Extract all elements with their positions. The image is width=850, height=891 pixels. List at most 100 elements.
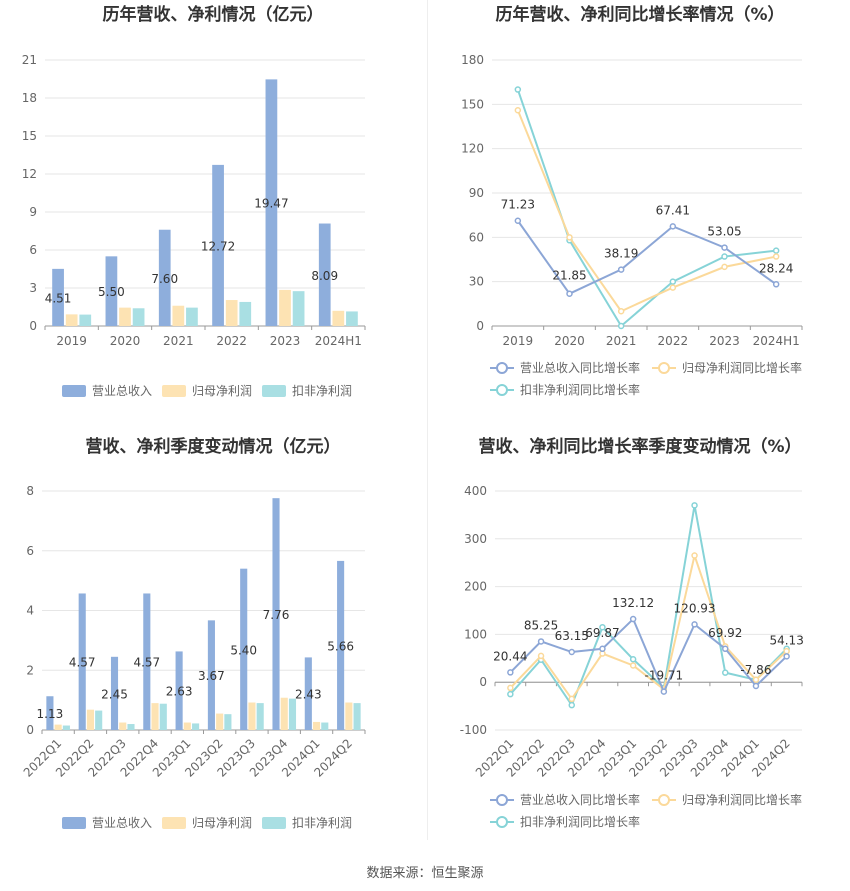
bar-net-profit: [183, 722, 191, 730]
series-point-2: [514, 86, 522, 93]
series-point-1: [629, 662, 637, 669]
line-data-label: -7.86: [740, 663, 771, 677]
line-data-label: 20.44: [493, 649, 527, 663]
series-line-1: [516, 109, 777, 313]
bar-deducted-profit: [95, 710, 103, 730]
y-tick-label: 200: [464, 580, 487, 594]
series-point-2: [772, 247, 780, 254]
series-point-2: [599, 623, 606, 631]
series-point-1: [514, 106, 522, 114]
bar-deducted-profit: [186, 307, 198, 326]
series-point-1: [617, 307, 625, 315]
bar-data-label: 5.66: [327, 639, 354, 653]
bar-deducted-profit: [159, 703, 167, 730]
y-tick-label: 4: [26, 604, 34, 618]
quarterly-growth-rate-chart: 营收、净利同比增长率季度变动情况（%）-10001002003004002022…: [460, 436, 804, 829]
bar-deducted-profit: [79, 314, 92, 326]
legend-swatch-marker: [496, 816, 508, 828]
legend-label: 营业总收入: [92, 816, 152, 830]
line-data-label: -19.71: [645, 669, 684, 683]
series-point-1: [537, 652, 545, 660]
data-source-note: 数据来源：恒生聚源: [366, 866, 484, 881]
bar-revenue: [175, 651, 183, 730]
bar-data-label: 4.57: [69, 656, 96, 670]
bar-data-label: 8.09: [311, 269, 338, 283]
y-tick-label: 6: [29, 243, 37, 257]
y-tick-label: 120: [461, 142, 484, 156]
bar-data-label: 4.57: [133, 656, 160, 670]
line-data-label: 69.87: [585, 626, 619, 640]
legend-swatch: [262, 385, 286, 397]
bar-revenue: [78, 593, 86, 730]
bar-deducted-profit: [62, 725, 70, 730]
series-point-0: [691, 621, 698, 628]
y-tick-label: -100: [460, 723, 487, 737]
legend-label: 扣非净利润: [292, 816, 352, 830]
legend-swatch-marker: [658, 362, 670, 374]
x-tick-label: 2024H1: [315, 334, 362, 348]
bar-deducted-profit: [256, 703, 264, 730]
bar-revenue: [46, 696, 54, 730]
bar-net-profit: [312, 721, 321, 730]
series-point-2: [617, 322, 625, 330]
x-tick-label: 2019: [56, 334, 87, 348]
legend-label: 扣非净利润同比增长率: [520, 382, 640, 397]
y-tick-label: 30: [469, 275, 484, 289]
line-data-label: 28.24: [759, 261, 793, 275]
series-line-0: [517, 220, 777, 295]
legend-swatch-marker: [496, 384, 508, 396]
series-point-0: [507, 669, 514, 676]
legend-label: 归母净利润: [192, 816, 252, 830]
line-data-label: 54.13: [769, 633, 803, 647]
bar-data-label: 19.47: [254, 197, 288, 211]
series-point-0: [669, 223, 677, 230]
series-point-2: [568, 701, 575, 709]
y-tick-label: 100: [464, 627, 487, 641]
legend-label: 归母净利润: [192, 384, 252, 398]
y-tick-label: 2: [26, 663, 34, 677]
x-tick-label: 2023: [270, 334, 301, 348]
vertical-divider: [427, 0, 428, 840]
bar-net-profit: [172, 305, 185, 326]
legend-swatch: [62, 817, 86, 829]
quarterly-revenue-profit-chart: 营收、净利季度变动情况（亿元）024682022Q12022Q22022Q320…: [21, 436, 366, 830]
x-tick-label: 2022: [658, 334, 689, 348]
legend-swatch: [162, 817, 186, 829]
bar-deducted-profit: [346, 311, 358, 326]
y-tick-label: 60: [469, 230, 484, 244]
line-data-label: 69.92: [708, 626, 742, 640]
series-point-2: [722, 669, 729, 676]
bar-deducted-profit: [192, 723, 200, 730]
series-point-0: [722, 645, 729, 653]
legend-label: 营业总收入同比增长率: [520, 792, 640, 807]
y-tick-label: 0: [29, 319, 37, 333]
bar-data-label: 4.51: [45, 291, 72, 305]
series-point-0: [783, 653, 790, 660]
y-tick-label: 12: [22, 167, 37, 181]
line-data-label: 132.12: [612, 596, 654, 610]
series-line-0: [509, 617, 788, 695]
series-point-0: [660, 688, 668, 695]
series-point-1: [691, 552, 698, 559]
legend-swatch-marker: [496, 362, 508, 374]
bar-revenue: [207, 620, 215, 730]
line-data-label: 120.93: [674, 601, 716, 615]
x-tick-label: 2021: [606, 334, 637, 348]
legend-swatch: [262, 817, 286, 829]
bar-data-label: 2.45: [101, 687, 128, 701]
bar-net-profit: [65, 314, 78, 326]
x-tick-label: 2020: [554, 334, 585, 348]
series-point-0: [566, 290, 573, 297]
bar-deducted-profit: [127, 724, 135, 730]
y-tick-label: 400: [464, 484, 487, 498]
series-point-0: [599, 645, 606, 653]
y-tick-label: 150: [461, 97, 484, 111]
x-tick-label: 2023: [709, 334, 740, 348]
series-point-1: [568, 695, 575, 703]
bar-deducted-profit: [288, 698, 297, 730]
bar-data-label: 12.72: [201, 239, 235, 253]
series-point-1: [783, 647, 790, 655]
chart-title: 营收、净利同比增长率季度变动情况（%）: [478, 436, 801, 457]
y-tick-label: 15: [22, 129, 37, 143]
series-point-1: [752, 676, 760, 684]
